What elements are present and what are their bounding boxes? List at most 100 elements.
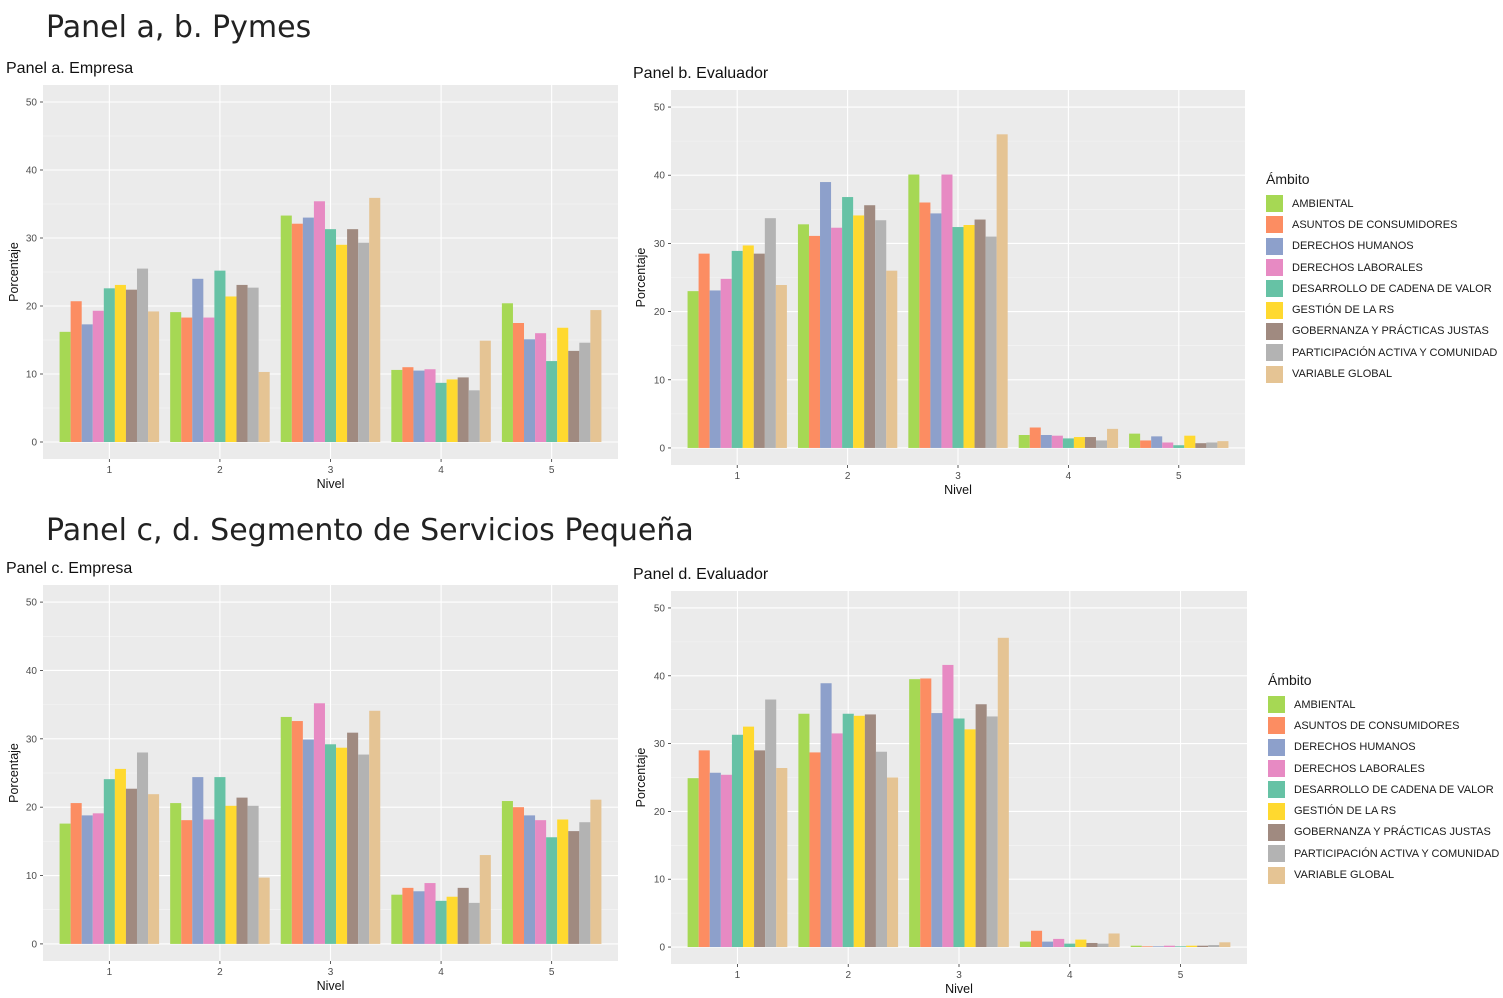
chart-title: Panel a. Empresa xyxy=(6,60,134,77)
x-axis-title: Nivel xyxy=(317,979,345,993)
bar xyxy=(820,683,832,948)
y-tick-label: 20 xyxy=(654,807,666,818)
bar xyxy=(214,270,226,442)
bar xyxy=(930,213,942,448)
bar xyxy=(579,342,591,442)
bar xyxy=(963,225,975,448)
bar xyxy=(942,664,954,948)
bar xyxy=(446,379,458,442)
legend-label: GESTIÓN DE LA RS xyxy=(1294,805,1397,818)
section-heading-pymes: Panel a, b. Pymes xyxy=(46,10,312,45)
x-tick-label: 4 xyxy=(438,465,444,476)
bar xyxy=(512,807,525,944)
legend-label: DERECHOS LABORALES xyxy=(1294,762,1425,775)
legend-key xyxy=(1266,344,1283,362)
bar-chart-panel-c: 0 10 20 30 40 50 1 2 3 4 5 Nivel Porcentaje xyxy=(7,585,618,993)
legend-label: VARIABLE GLOBAL xyxy=(1294,869,1395,882)
legend-key xyxy=(1266,259,1283,277)
bar xyxy=(720,278,732,448)
bar xyxy=(424,883,436,944)
bar xyxy=(731,250,743,448)
bar xyxy=(258,877,270,944)
y-tick-label: 20 xyxy=(26,803,38,814)
legend-item: VARIABLE GLOBAL xyxy=(1266,363,1497,384)
bar xyxy=(302,739,314,944)
bar xyxy=(347,229,359,442)
bar xyxy=(546,361,558,442)
bar xyxy=(1130,945,1142,948)
bar xyxy=(148,794,160,944)
bar xyxy=(964,729,976,948)
bar xyxy=(853,715,865,948)
y-tick-label: 20 xyxy=(26,302,38,313)
bar xyxy=(524,815,536,944)
bar xyxy=(687,778,699,948)
bar xyxy=(114,284,126,442)
bar xyxy=(446,896,458,944)
bar xyxy=(568,350,580,442)
y-axis-title: Porcentaje xyxy=(634,748,648,808)
legend-item: DESARROLLO DE CADENA DE VALOR xyxy=(1268,779,1499,800)
y-tick-label: 10 xyxy=(654,375,666,386)
legend-key xyxy=(1268,760,1285,778)
y-axis-title: Porcentaje xyxy=(7,242,21,302)
bar xyxy=(225,296,237,442)
legend-item: AMBIENTAL xyxy=(1266,193,1497,214)
bar xyxy=(413,891,425,944)
bar xyxy=(687,291,699,448)
bar xyxy=(258,371,270,442)
bar xyxy=(1108,933,1120,948)
bar xyxy=(985,236,997,448)
bar xyxy=(136,752,149,944)
bar xyxy=(479,340,491,442)
bar xyxy=(457,377,469,442)
legend-key xyxy=(1266,280,1283,298)
bar xyxy=(148,311,160,442)
bar xyxy=(568,831,580,944)
bar xyxy=(1073,437,1085,448)
bar xyxy=(468,390,480,442)
bar xyxy=(1075,939,1087,948)
legend-key xyxy=(1268,738,1285,756)
bar xyxy=(579,822,591,944)
bar xyxy=(1175,946,1187,948)
bar xyxy=(358,242,370,442)
bar xyxy=(81,324,93,442)
bar xyxy=(1029,427,1041,448)
bar xyxy=(391,369,403,442)
bar xyxy=(313,201,325,442)
y-tick-label: 10 xyxy=(26,871,38,882)
bar xyxy=(1095,440,1108,448)
bar xyxy=(203,819,215,944)
y-tick-label: 40 xyxy=(26,666,38,677)
bar xyxy=(557,819,569,944)
bar xyxy=(1140,440,1152,448)
bar xyxy=(709,772,721,948)
bar xyxy=(280,215,292,442)
bar xyxy=(1208,945,1220,948)
x-axis-title: Nivel xyxy=(945,982,973,996)
legend-key xyxy=(1268,781,1285,799)
bar xyxy=(369,710,381,944)
x-tick-label: 3 xyxy=(328,967,334,978)
bar xyxy=(192,278,204,442)
bar xyxy=(1086,942,1098,948)
legend-item: GOBERNANZA Y PRÁCTICAS JUSTAS xyxy=(1266,321,1497,342)
x-tick-label: 4 xyxy=(438,967,444,978)
bar xyxy=(698,750,710,948)
bar xyxy=(70,301,82,442)
bar xyxy=(1040,435,1052,448)
bar xyxy=(424,369,436,442)
x-tick-label: 5 xyxy=(549,967,555,978)
bar xyxy=(1031,930,1043,948)
bar xyxy=(247,287,259,442)
legend-key xyxy=(1268,802,1285,820)
bar xyxy=(1197,945,1209,948)
bar xyxy=(236,797,248,944)
y-axis-title: Porcentaje xyxy=(7,743,21,803)
legend-key xyxy=(1268,696,1285,714)
bar xyxy=(1053,938,1065,948)
bar xyxy=(820,182,832,448)
legend-label: DERECHOS HUMANOS xyxy=(1294,741,1416,754)
bar xyxy=(754,750,766,948)
